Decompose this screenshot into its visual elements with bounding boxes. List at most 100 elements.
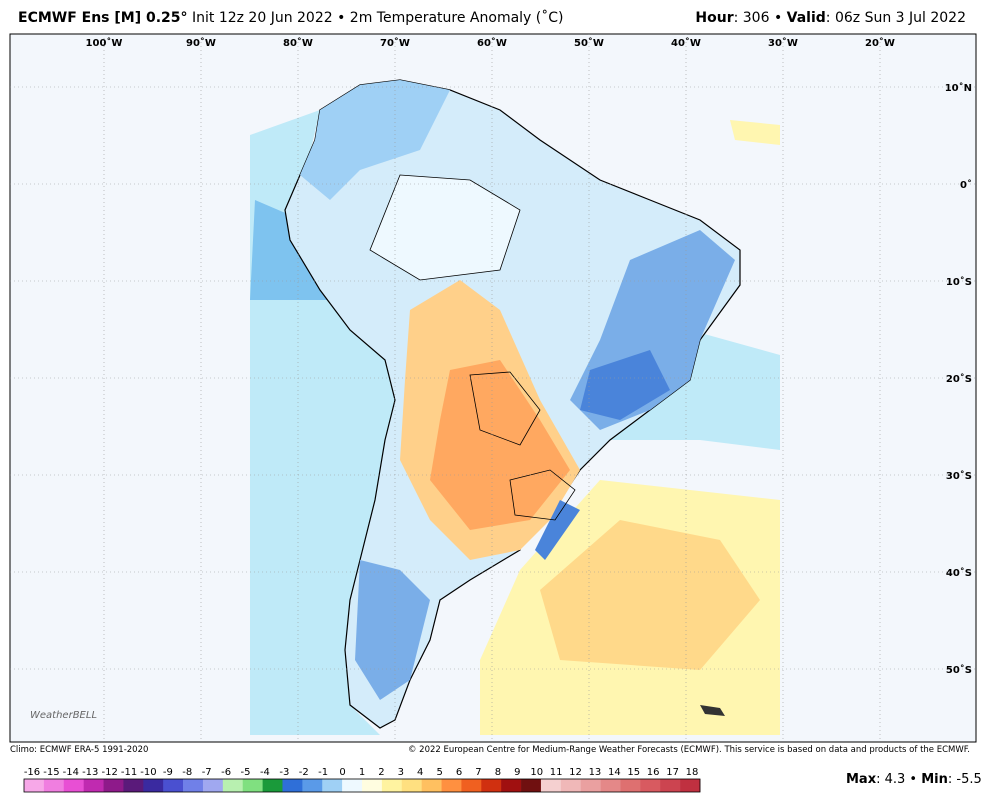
colorbar-swatch [222, 779, 244, 792]
central-orange [430, 360, 570, 530]
colorbar-swatch [24, 779, 45, 792]
uruguay-coast-blue [535, 500, 580, 560]
uruguay-border [509, 469, 576, 521]
colorbar-tick-label: 3 [398, 767, 404, 778]
colorbar-tick-label: 8 [495, 767, 501, 778]
colorbar-swatch [560, 779, 582, 792]
lon-label: 80˚W [283, 37, 313, 49]
colorbar-swatch [123, 779, 144, 792]
colorbar-swatch [680, 779, 701, 792]
min-value: : -5.5 [947, 772, 982, 787]
colorbar-swatch [282, 779, 303, 792]
colorbar-swatch [342, 779, 363, 792]
caribbean-yellow [730, 120, 780, 145]
lon-label: 50˚W [574, 37, 604, 49]
lat-label: 30˚S [946, 470, 972, 482]
east-brazil-deep [580, 350, 670, 420]
lon-label: 100˚W [86, 37, 123, 49]
colorbar-swatch [103, 779, 124, 792]
colorbar-tick-label: -13 [82, 767, 98, 778]
atlantic-warm [540, 520, 760, 670]
colorbar-swatch [143, 779, 164, 792]
valid-label: Valid [786, 10, 826, 26]
max-label: Max [846, 772, 877, 787]
colorbar-swatch [580, 779, 601, 792]
colorbar-swatch [521, 779, 542, 792]
colorbar-swatch [620, 779, 641, 792]
colorbar-swatch [242, 779, 263, 792]
min-label: Min [921, 772, 948, 787]
lat-label: 0˚ [960, 179, 972, 191]
stats: Max: 4.3 • Min: -5.5 [846, 772, 982, 787]
colorbar-tick-label: 6 [456, 767, 462, 778]
colorbar-swatch [600, 779, 621, 792]
patagonia-blue [355, 560, 430, 700]
colorbar-tick-label: 13 [589, 767, 602, 778]
colorbar-tick-label: 7 [475, 767, 481, 778]
colorbar-tick-label: -16 [24, 767, 40, 778]
colorbar-tick-label: 17 [666, 767, 679, 778]
lon-label: 70˚W [380, 37, 410, 49]
header-right: Hour: 306 • Valid: 06z Sun 3 Jul 2022 [695, 10, 966, 26]
paraguay-border [469, 371, 541, 446]
hour-label: Hour [695, 10, 734, 26]
anomaly-field [250, 79, 780, 735]
lat-label: 10˚N [945, 82, 972, 94]
colorbar-tick-label: -6 [221, 767, 231, 778]
colorbar-swatch [183, 779, 204, 792]
lon-label: 30˚W [768, 37, 798, 49]
header-left: ECMWF Ens [M] 0.25° Init 12z 20 Jun 2022… [18, 10, 564, 26]
colorbar-swatch [421, 779, 442, 792]
colorbar-swatch [262, 779, 283, 792]
lat-label: 50˚S [946, 664, 972, 676]
atlantic-cyan [610, 330, 780, 450]
colorbar-swatch [43, 779, 65, 792]
colorbar-tick-label: -15 [43, 767, 59, 778]
colorbar-tick-label: -2 [299, 767, 309, 778]
colorbar-tick-label: -12 [101, 767, 117, 778]
logo: WeatherBELL [30, 710, 97, 721]
colorbar-tick-label: -4 [260, 767, 270, 778]
colorbar-tick-label: -10 [140, 767, 156, 778]
colorbar-tick-label: -3 [279, 767, 289, 778]
model-name: ECMWF Ens [M] 0.25° [18, 10, 188, 26]
lat-label: 40˚S [946, 567, 972, 579]
colorbar-swatch [501, 779, 522, 792]
colorbar-swatch [640, 779, 661, 792]
climo-note: Climo: ECMWF ERA-5 1991-2020 [10, 745, 149, 755]
colorbar-tick-label: 0 [339, 767, 345, 778]
colorbar-swatch [202, 779, 224, 792]
amazon-white [369, 174, 521, 281]
colorbar-frame [23, 778, 701, 793]
colorbar-tick-label: -9 [163, 767, 173, 778]
lat-label: 20˚S [946, 373, 972, 385]
colorbar-swatch [163, 779, 184, 792]
max-value: : 4.3 • [876, 772, 922, 787]
colorbar-tick-label: -8 [182, 767, 192, 778]
colorbar-tick-label: -1 [318, 767, 328, 778]
hour-value: : 306 • [733, 10, 787, 26]
colorbar-tick-label: 18 [686, 767, 699, 778]
colorbar-swatch [362, 779, 383, 792]
colorbar-tick-label: 14 [608, 767, 621, 778]
colorbar-swatch [302, 779, 323, 792]
copyright: © 2022 European Centre for Medium-Range … [407, 745, 970, 755]
colorbar-swatch [660, 779, 681, 792]
lon-label: 20˚W [865, 37, 895, 49]
colorbar-tick-label: 4 [417, 767, 423, 778]
falklands [700, 705, 725, 716]
valid-value: : 06z Sun 3 Jul 2022 [825, 10, 966, 26]
colorbar-tick-label: 16 [647, 767, 660, 778]
colorbar-tick-label: -5 [241, 767, 251, 778]
colorbar-tick-label: 1 [359, 767, 365, 778]
colorbar-swatch [540, 779, 562, 792]
colorbar-tick-label: 9 [514, 767, 520, 778]
colorbar-tick-label: 15 [627, 767, 640, 778]
andes-north-blue [300, 80, 450, 200]
colorbar-swatch [401, 779, 422, 792]
pacific-blue [250, 200, 330, 300]
colorbar-tick-label: 11 [550, 767, 563, 778]
colorbar-tick-label: -14 [63, 767, 79, 778]
